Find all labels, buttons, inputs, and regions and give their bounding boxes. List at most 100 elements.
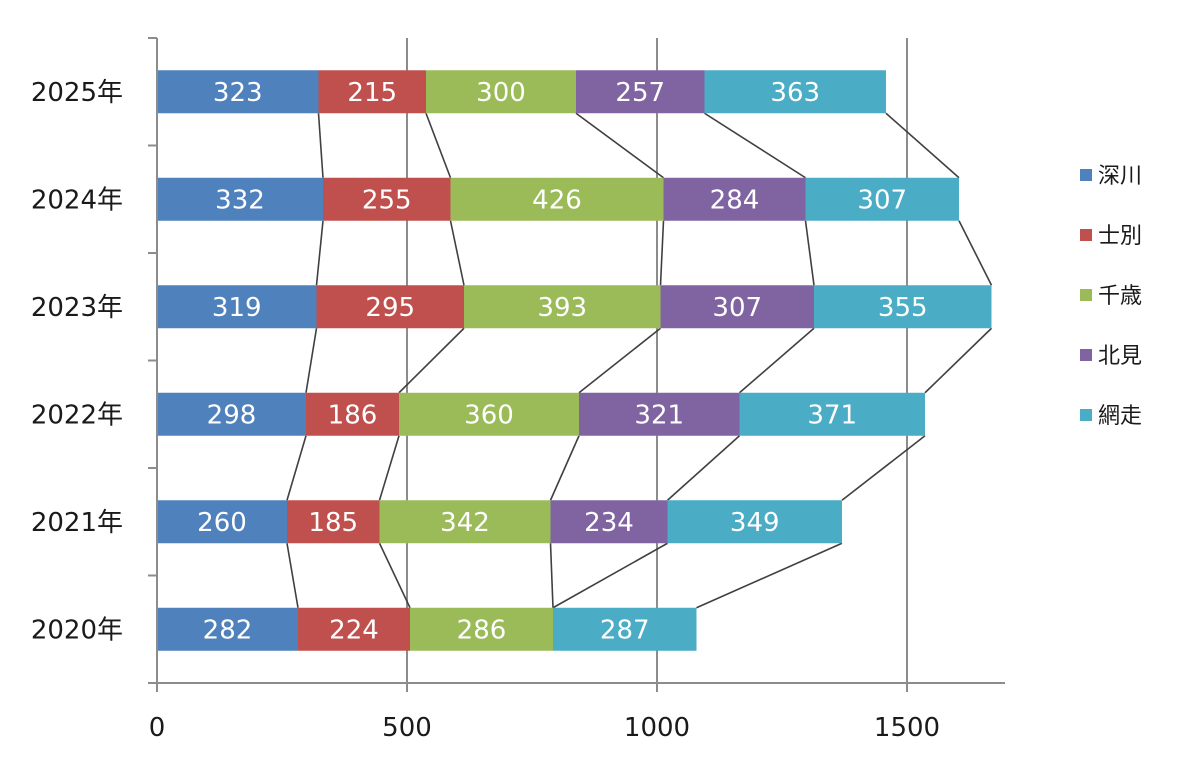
series-line bbox=[449, 220, 465, 286]
bars: 323 215 300 257 363 332 255 426 284 307 319 295 393 3… bbox=[157, 70, 992, 651]
bar-segment bbox=[814, 285, 992, 329]
data-label: 360 bbox=[464, 400, 514, 430]
data-label: 287 bbox=[600, 615, 650, 645]
category-label: 2024年 bbox=[31, 185, 123, 215]
bar-segment bbox=[157, 70, 319, 114]
data-label: 284 bbox=[710, 185, 760, 215]
data-label: 332 bbox=[215, 185, 265, 215]
data-label: 224 bbox=[329, 615, 379, 645]
x-tick-label: 0 bbox=[149, 713, 166, 743]
series-line bbox=[317, 113, 324, 178]
data-label: 363 bbox=[770, 78, 820, 108]
bar-segment bbox=[667, 500, 842, 544]
bar-segment bbox=[739, 392, 925, 436]
category-label: 2021年 bbox=[31, 508, 123, 538]
legend-label: 士別 bbox=[1098, 224, 1142, 249]
bar-segment bbox=[323, 177, 451, 221]
data-label: 307 bbox=[857, 185, 907, 215]
bar-segment bbox=[287, 500, 380, 544]
data-label: 298 bbox=[207, 400, 257, 430]
data-label: 215 bbox=[347, 78, 397, 108]
data-label: 393 bbox=[537, 293, 587, 323]
series-line bbox=[704, 112, 806, 179]
series-line bbox=[425, 112, 452, 179]
axes: 0 500 1000 1500 2025年 2024年 2023年 2022年 2021年 202… bbox=[31, 37, 1005, 743]
series-line bbox=[696, 542, 843, 609]
bar-segment bbox=[306, 392, 399, 436]
data-label: 342 bbox=[440, 508, 490, 538]
bar-segment bbox=[553, 607, 697, 651]
legend-label: 網走 bbox=[1098, 404, 1142, 429]
series-line bbox=[549, 543, 554, 608]
series-line bbox=[305, 328, 318, 393]
series-line bbox=[315, 220, 324, 286]
bar-segment bbox=[298, 607, 410, 651]
bar-segment bbox=[660, 285, 814, 329]
data-label: 426 bbox=[532, 185, 582, 215]
series-line bbox=[578, 327, 661, 394]
series-lines bbox=[286, 112, 993, 609]
data-label: 257 bbox=[615, 78, 665, 108]
data-label: 319 bbox=[212, 293, 262, 323]
data-label: 321 bbox=[634, 400, 684, 430]
data-label: 307 bbox=[712, 293, 762, 323]
data-label: 282 bbox=[203, 615, 253, 645]
series-line bbox=[575, 112, 664, 179]
series-line bbox=[738, 327, 815, 394]
series-line bbox=[378, 435, 400, 501]
bar-segment bbox=[157, 500, 287, 544]
series-line bbox=[885, 112, 960, 179]
bar-segment bbox=[805, 177, 959, 221]
legend-swatch bbox=[1080, 349, 1092, 361]
series-line bbox=[659, 220, 665, 286]
legend-swatch bbox=[1080, 409, 1092, 421]
data-label: 295 bbox=[365, 293, 415, 323]
x-tick-label: 1500 bbox=[874, 713, 940, 743]
series-line bbox=[286, 435, 307, 501]
data-label: 260 bbox=[197, 508, 247, 538]
bar-segment bbox=[426, 70, 576, 114]
series-line bbox=[841, 435, 926, 501]
bar-segment bbox=[157, 285, 317, 329]
bar-segment bbox=[157, 392, 306, 436]
legend-label: 千歳 bbox=[1098, 284, 1142, 309]
series-line bbox=[924, 327, 993, 394]
bar-segment bbox=[550, 500, 668, 544]
category-label: 2020年 bbox=[31, 615, 123, 645]
category-label: 2022年 bbox=[31, 400, 123, 430]
bar-segment bbox=[450, 177, 664, 221]
data-label: 323 bbox=[213, 78, 263, 108]
series-line bbox=[378, 542, 411, 609]
bar-segment bbox=[410, 607, 553, 651]
data-label: 286 bbox=[457, 615, 507, 645]
bar-segment bbox=[399, 392, 579, 436]
legend-swatch bbox=[1080, 289, 1092, 301]
data-label: 186 bbox=[328, 400, 378, 430]
series-line bbox=[666, 435, 741, 501]
category-label: 2025年 bbox=[31, 78, 123, 108]
x-tick-label: 1000 bbox=[624, 713, 690, 743]
data-label: 355 bbox=[878, 293, 928, 323]
data-label: 234 bbox=[584, 508, 634, 538]
bar-segment bbox=[464, 285, 661, 329]
bar-segment bbox=[663, 177, 806, 221]
gridlines bbox=[406, 38, 908, 683]
legend-swatch bbox=[1080, 229, 1092, 241]
bar-segment bbox=[318, 70, 426, 114]
bar-segment bbox=[316, 285, 464, 329]
data-label: 185 bbox=[308, 508, 358, 538]
series-line bbox=[549, 435, 580, 501]
x-tick-label: 500 bbox=[382, 713, 432, 743]
bar-segment bbox=[576, 70, 705, 114]
data-label: 300 bbox=[476, 78, 526, 108]
bar-segment bbox=[579, 392, 740, 436]
legend-swatch bbox=[1080, 169, 1092, 181]
series-line bbox=[398, 327, 465, 394]
legend-label: 深川 bbox=[1098, 164, 1142, 189]
bar-segment bbox=[157, 607, 298, 651]
data-label: 349 bbox=[730, 508, 780, 538]
bar-segment bbox=[379, 500, 551, 544]
category-label: 2023年 bbox=[31, 293, 123, 323]
